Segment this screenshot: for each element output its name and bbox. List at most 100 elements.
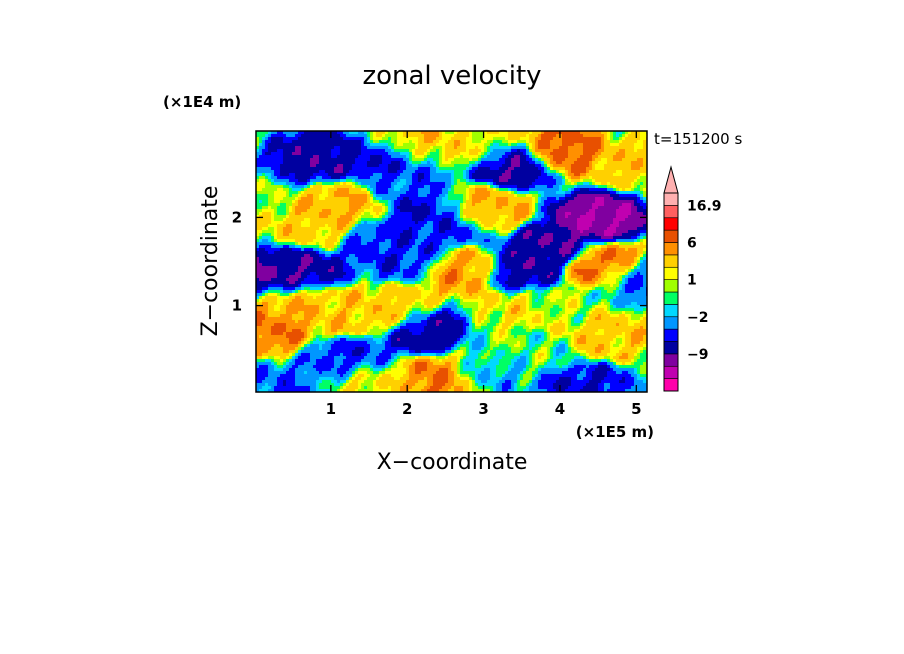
field-cell <box>592 215 596 219</box>
field-cell <box>454 239 458 243</box>
field-cell <box>277 224 281 228</box>
field-cell <box>466 203 470 207</box>
field-cell <box>403 161 407 165</box>
field-cell <box>325 209 329 213</box>
field-cell <box>436 173 440 177</box>
field-cell <box>328 179 332 183</box>
field-cell <box>640 173 644 177</box>
field-cell <box>322 236 326 240</box>
field-cell <box>298 164 302 168</box>
field-cell <box>391 215 395 219</box>
field-cell <box>322 194 326 198</box>
field-cell <box>538 134 542 138</box>
field-cell <box>487 212 491 216</box>
field-cell <box>427 134 431 138</box>
field-cell <box>499 164 503 168</box>
field-cell <box>307 191 311 195</box>
field-cell <box>598 179 602 183</box>
field-cell <box>388 215 392 219</box>
field-cell <box>478 161 482 165</box>
field-cell <box>340 137 344 141</box>
field-cell <box>628 146 632 150</box>
field-cell <box>505 170 509 174</box>
field-cell <box>454 215 458 219</box>
field-cell <box>526 185 530 189</box>
field-cell <box>463 158 467 162</box>
field-cell <box>340 170 344 174</box>
field-cell <box>490 155 494 159</box>
field-cell <box>256 164 260 168</box>
field-cell <box>571 149 575 153</box>
field-cell <box>538 167 542 171</box>
field-cell <box>412 188 416 192</box>
field-cell <box>304 146 308 150</box>
field-cell <box>592 194 596 198</box>
field-cell <box>601 137 605 141</box>
field-cell <box>481 194 485 198</box>
field-cell <box>463 185 467 189</box>
field-cell <box>340 179 344 183</box>
field-cell <box>388 179 392 183</box>
field-cell <box>334 215 338 219</box>
field-cell <box>259 179 263 183</box>
field-cell <box>526 209 530 213</box>
field-cell <box>604 194 608 198</box>
field-cell <box>256 149 260 153</box>
field-cell <box>577 236 581 240</box>
field-cell <box>331 242 335 246</box>
field-cell <box>532 242 536 246</box>
field-cell <box>397 236 401 240</box>
field-cell <box>466 137 470 141</box>
field-cell <box>562 206 566 210</box>
field-cell <box>352 140 356 144</box>
field-cell <box>526 224 530 228</box>
field-cell <box>487 158 491 162</box>
field-cell <box>640 140 644 144</box>
field-cell <box>565 227 569 231</box>
field-cell <box>268 218 272 222</box>
field-cell <box>478 140 482 144</box>
field-cell <box>475 158 479 162</box>
field-cell <box>319 230 323 234</box>
field-cell <box>376 200 380 204</box>
field-cell <box>406 182 410 186</box>
field-cell <box>499 218 503 222</box>
field-cell <box>499 239 503 243</box>
field-cell <box>406 191 410 195</box>
field-cell <box>604 185 608 189</box>
field-cell <box>580 239 584 243</box>
field-cell <box>286 176 290 180</box>
field-cell <box>325 173 329 177</box>
field-cell <box>274 206 278 210</box>
field-cell <box>484 134 488 138</box>
field-cell <box>628 176 632 180</box>
field-cell <box>466 140 470 144</box>
field-cell <box>607 227 611 231</box>
field-cell <box>298 176 302 180</box>
field-cell <box>442 215 446 219</box>
field-cell <box>532 167 536 171</box>
field-cell <box>397 227 401 231</box>
field-cell <box>334 140 338 144</box>
field-cell <box>325 212 329 216</box>
field-cell <box>391 140 395 144</box>
field-cell <box>346 146 350 150</box>
field-cell <box>460 173 464 177</box>
field-cell <box>553 185 557 189</box>
field-cell <box>280 155 284 159</box>
field-cell <box>409 182 413 186</box>
field-cell <box>256 185 260 189</box>
field-cell <box>358 173 362 177</box>
field-cell <box>550 242 554 246</box>
field-cell <box>550 227 554 231</box>
field-cell <box>352 218 356 222</box>
field-cell <box>361 176 365 180</box>
field-cell <box>616 176 620 180</box>
field-cell <box>343 233 347 237</box>
field-cell <box>469 239 473 243</box>
field-cell <box>370 197 374 201</box>
field-cell <box>556 239 560 243</box>
field-cell <box>349 212 353 216</box>
field-cell <box>583 155 587 159</box>
field-cell <box>463 137 467 141</box>
